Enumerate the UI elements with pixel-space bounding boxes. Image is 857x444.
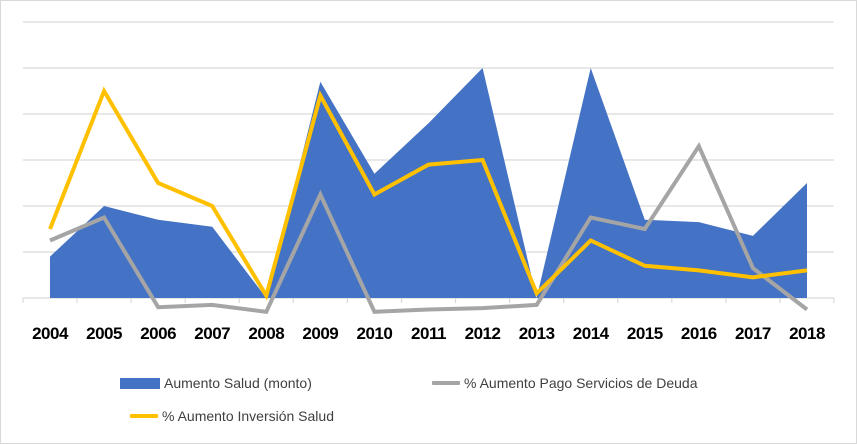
x-axis-ticks <box>22 298 835 303</box>
legend-swatch-line <box>130 414 158 418</box>
x-axis-label: 2015 <box>626 324 663 343</box>
x-axis-label: 2016 <box>680 324 717 343</box>
x-axis-label: 2012 <box>464 324 501 343</box>
x-axis-label: 2004 <box>32 324 68 343</box>
x-axis-label: 2009 <box>302 324 339 343</box>
x-axis-label: 2018 <box>789 324 825 343</box>
area-series-aumento-salud <box>50 68 807 298</box>
x-axis-label: 2011 <box>411 324 446 343</box>
x-axis-labels: 2004 2005 2006 2007 2008 2009 2010 2011 2012 2013… <box>0 320 857 350</box>
legend-item-inversion-salud: % Aumento Inversión Salud <box>130 408 334 424</box>
line-series-pago-deuda <box>49 142 809 314</box>
x-axis-label: 2006 <box>140 324 177 343</box>
legend-swatch-line <box>432 381 460 385</box>
legend-label: % Aumento Inversión Salud <box>162 408 334 424</box>
legend-item-aumento-salud: Aumento Salud (monto) <box>120 375 312 391</box>
x-axis-label: 2017 <box>735 324 771 343</box>
x-axis-label: 2013 <box>518 324 555 343</box>
line-series-inversion-salud <box>48 86 808 301</box>
x-axis-label: 2014 <box>572 324 609 343</box>
legend-label: % Aumento Pago Servicios de Deuda <box>464 375 698 391</box>
x-axis-label: 2005 <box>86 324 122 343</box>
legend-swatch-area <box>120 377 160 389</box>
x-axis-label: 2007 <box>194 324 231 343</box>
legend-item-pago-deuda: % Aumento Pago Servicios de Deuda <box>432 375 697 391</box>
x-axis-label: 2008 <box>248 324 285 343</box>
legend-label: Aumento Salud (monto) <box>164 375 312 391</box>
x-axis-label: 2010 <box>356 324 393 343</box>
